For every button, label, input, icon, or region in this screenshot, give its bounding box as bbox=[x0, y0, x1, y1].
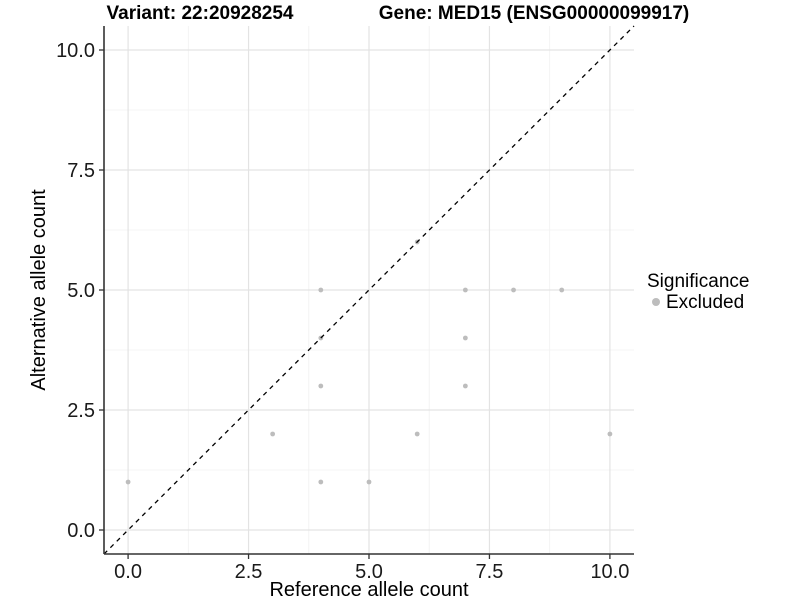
plot-title-variant: Variant: 22:20928254 bbox=[107, 3, 294, 24]
data-point bbox=[318, 479, 324, 485]
data-point bbox=[414, 431, 420, 437]
data-point bbox=[318, 287, 324, 293]
x-axis-title: Reference allele count bbox=[269, 579, 468, 600]
x-tick-label: 2.5 bbox=[235, 561, 263, 583]
data-point bbox=[270, 431, 276, 437]
data-point bbox=[125, 479, 131, 485]
data-points-layer bbox=[125, 239, 613, 485]
data-point bbox=[318, 383, 324, 389]
y-tick-label: 0.0 bbox=[67, 520, 95, 542]
gridlines-major bbox=[104, 26, 634, 554]
data-point bbox=[462, 383, 468, 389]
y-tick-label: 10.0 bbox=[56, 40, 95, 62]
legend-excluded-dot-icon bbox=[652, 298, 660, 306]
data-point bbox=[366, 479, 372, 485]
data-point bbox=[462, 335, 468, 341]
identity-reference-line bbox=[103, 25, 635, 555]
x-tick-label: 10.0 bbox=[590, 561, 629, 583]
axis-tick-labels-layer: 0.0 2.5 5.0 7.5 10.0 0.0 2.5 5.0 7.5 10.0 bbox=[56, 40, 629, 583]
axis-ticks-layer bbox=[99, 49, 611, 559]
data-point bbox=[559, 287, 565, 293]
legend: Significance Excluded bbox=[647, 271, 749, 313]
y-tick-label: 7.5 bbox=[67, 160, 95, 182]
data-point bbox=[607, 431, 613, 437]
y-tick-label: 2.5 bbox=[67, 400, 95, 422]
data-point bbox=[462, 287, 468, 293]
data-point bbox=[511, 287, 516, 293]
x-tick-label: 7.5 bbox=[476, 561, 504, 583]
legend-item-excluded: Excluded bbox=[666, 292, 744, 313]
y-tick-label: 5.0 bbox=[67, 280, 95, 302]
x-tick-label: 5.0 bbox=[355, 561, 383, 583]
y-axis-title: Alternative allele count bbox=[28, 189, 50, 391]
legend-title: Significance bbox=[647, 271, 749, 292]
x-tick-label: 0.0 bbox=[114, 561, 142, 583]
plot-title-gene: Gene: MED15 (ENSG00000099917) bbox=[379, 3, 690, 24]
